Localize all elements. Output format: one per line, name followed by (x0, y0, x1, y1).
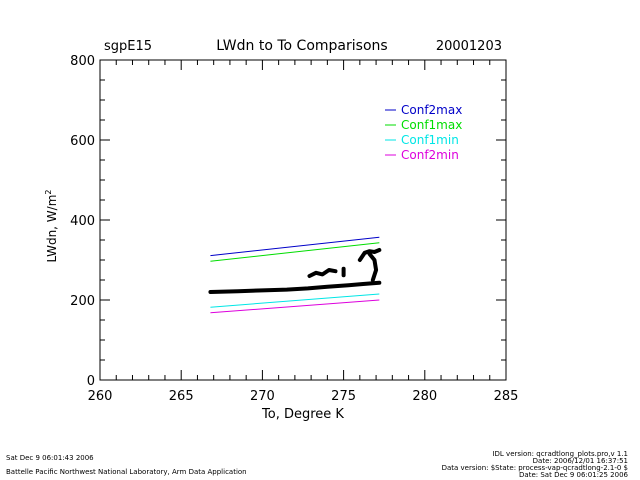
chart-title: LWdn to To Comparisons (216, 38, 387, 54)
series-group (210, 236, 380, 314)
y-tick-label: 800 (70, 54, 95, 69)
footer-idl-version: IDL version: qcradtlong_plots.pro,v 1.1 (492, 450, 628, 458)
site-label: sgpE15 (104, 39, 152, 54)
x-axis-label: To, Degree K (261, 407, 344, 422)
observations-group (208, 248, 382, 294)
series-line-conf2min (210, 299, 380, 314)
y-axis-label-superscript: 2 (44, 190, 53, 195)
footer-left-date: Sat Dec 9 06:01:43 2006 (6, 454, 94, 462)
series-line-conf2max (210, 236, 380, 257)
date-label: 20001203 (436, 39, 502, 54)
footer-data-version: Data version: $State: process-vap-qcradt… (442, 464, 628, 472)
x-tick-label: 270 (250, 389, 275, 404)
x-tick-label: 275 (331, 389, 356, 404)
y-axis-label-text: LWdn, W/m (45, 195, 59, 263)
legend-label: Conf2max (401, 103, 462, 117)
observation-trace (357, 248, 382, 262)
legend-label: Conf1max (401, 118, 462, 132)
y-axis-title: LWdn, W/m2 (44, 190, 59, 263)
axes: 260 265 270 275 280 285 0 200 400 600 800 (70, 54, 518, 404)
y-tick-label: 200 (70, 294, 95, 309)
series-line-conf1min (210, 293, 380, 308)
series-line-conf1max (210, 242, 380, 262)
x-tick-label: 285 (494, 389, 519, 404)
y-tick-label: 0 (87, 374, 95, 389)
y-tick-label: 600 (70, 134, 95, 149)
observation-trace (208, 280, 382, 294)
y-axis-label: LWdn, W/m2 (44, 190, 59, 263)
x-tick-label: 280 (412, 389, 437, 404)
footer-right-date: Date: Sat Dec 9 06:01:25 2006 (519, 471, 628, 479)
footer-lab: Battelle Pacific Northwest National Labo… (6, 468, 247, 476)
x-tick-label: 260 (88, 389, 113, 404)
legend-label: Conf1min (401, 133, 459, 147)
observation-trace (367, 252, 379, 282)
observation-trace (307, 268, 338, 278)
x-tick-label: 265 (169, 389, 194, 404)
y-tick-label: 400 (70, 214, 95, 229)
legend-label: Conf2min (401, 148, 459, 162)
footer-date-line: Date: 2006/12/01 16:37:51 (533, 457, 628, 465)
